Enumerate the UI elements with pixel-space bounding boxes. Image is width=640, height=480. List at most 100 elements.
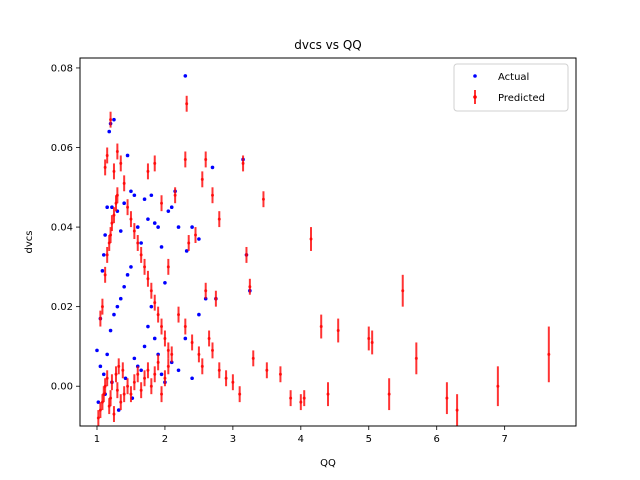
predicted-point: [244, 253, 248, 257]
predicted-point: [251, 356, 255, 360]
x-axis: 1 2 3 4 5 6 7: [94, 426, 508, 445]
predicted-point: [136, 372, 140, 376]
actual-point: [149, 304, 154, 309]
actual-point: [101, 253, 106, 257]
predicted-point: [146, 368, 150, 372]
predicted-point: [105, 153, 109, 157]
predicted-point: [177, 313, 181, 317]
predicted-point: [122, 181, 126, 185]
predicted-point: [160, 201, 164, 205]
predicted-point: [200, 177, 204, 181]
predicted-point: [207, 336, 211, 340]
predicted-point: [136, 241, 140, 245]
predicted-point: [129, 217, 133, 221]
x-tick-label: 1: [94, 434, 100, 445]
actual-point: [101, 372, 106, 377]
predicted-point: [139, 253, 143, 257]
actual-point: [163, 280, 167, 285]
predicted-point: [160, 325, 164, 329]
y-axis: 0.00 0.02 0.04 0.06 0.08: [51, 63, 80, 393]
actual-point: [125, 273, 130, 277]
actual-point: [100, 269, 105, 273]
actual-point: [129, 265, 133, 269]
actual-point: [169, 205, 174, 209]
actual-point: [118, 296, 123, 301]
y-tick-label: 0.08: [51, 63, 73, 74]
legend-predicted-label: Predicted: [498, 93, 545, 104]
predicted-point: [166, 348, 170, 352]
predicted-point: [445, 396, 449, 400]
predicted-point: [115, 149, 119, 153]
predicted-point: [197, 352, 201, 356]
predicted-point: [143, 376, 147, 380]
predicted-point: [149, 289, 153, 293]
actual-point: [152, 221, 157, 225]
predicted-point: [204, 289, 208, 293]
predicted-point: [496, 384, 500, 388]
predicted-point: [224, 376, 228, 380]
x-tick-label: 7: [501, 434, 507, 445]
predicted-point: [309, 237, 313, 241]
predicted-point: [210, 348, 214, 352]
actual-point: [122, 284, 126, 289]
predicted-point: [173, 193, 177, 197]
predicted-point: [302, 396, 306, 400]
predicted-point: [326, 392, 330, 396]
predicted-point: [170, 352, 174, 356]
predicted-point: [98, 317, 102, 321]
predicted-point: [112, 412, 116, 416]
predicted-point: [265, 368, 269, 372]
predicted-point: [401, 289, 405, 293]
predicted-point: [214, 297, 218, 301]
predicted-point: [98, 408, 102, 412]
actual-point: [183, 336, 188, 341]
x-tick-label: 6: [434, 434, 440, 445]
predicted-point: [200, 364, 204, 368]
actual-point: [108, 328, 113, 333]
predicted-point: [103, 384, 107, 388]
actual-point: [135, 225, 140, 229]
x-tick-label: 4: [298, 434, 304, 445]
actual-point: [159, 245, 164, 249]
predicted-point: [261, 197, 265, 201]
predicted-point: [153, 372, 157, 376]
predicted-point: [100, 305, 104, 309]
y-tick-label: 0.00: [51, 382, 73, 393]
y-tick-label: 0.02: [51, 302, 73, 313]
predicted-point: [183, 325, 187, 329]
plot-frame: [79, 57, 577, 427]
predicted-point: [126, 205, 130, 209]
predicted-point: [187, 241, 191, 245]
predicted-point: [103, 273, 107, 277]
predicted-point: [414, 356, 418, 360]
predicted-point: [185, 102, 189, 106]
legend-actual-marker: [473, 74, 477, 78]
predicted-point: [105, 376, 109, 380]
predicted-point: [132, 229, 136, 233]
predicted-point: [126, 384, 130, 388]
predicted-point: [129, 392, 133, 396]
actual-point: [146, 324, 150, 329]
predicted-point: [194, 233, 198, 237]
legend-actual-label: Actual: [498, 72, 529, 83]
actual-point: [176, 368, 181, 373]
chart-title: dvcs vs QQ: [294, 38, 361, 52]
predicted-point: [156, 360, 160, 364]
predicted-point: [122, 392, 126, 396]
actual-point: [95, 348, 99, 353]
actual-point: [142, 344, 147, 349]
predicted-point: [115, 193, 119, 197]
actual-point: [197, 237, 201, 241]
plot-area: [95, 74, 551, 426]
actual-point: [103, 233, 107, 237]
y-axis-label: dvcs: [24, 231, 35, 254]
predicted-point: [217, 368, 221, 372]
predicted-point: [160, 392, 164, 396]
predicted-point: [156, 313, 160, 317]
predicted-point: [289, 396, 293, 400]
predicted-point: [455, 408, 459, 412]
predicted-point: [163, 376, 167, 380]
predicted-point: [183, 157, 187, 161]
legend-box: [453, 63, 569, 112]
